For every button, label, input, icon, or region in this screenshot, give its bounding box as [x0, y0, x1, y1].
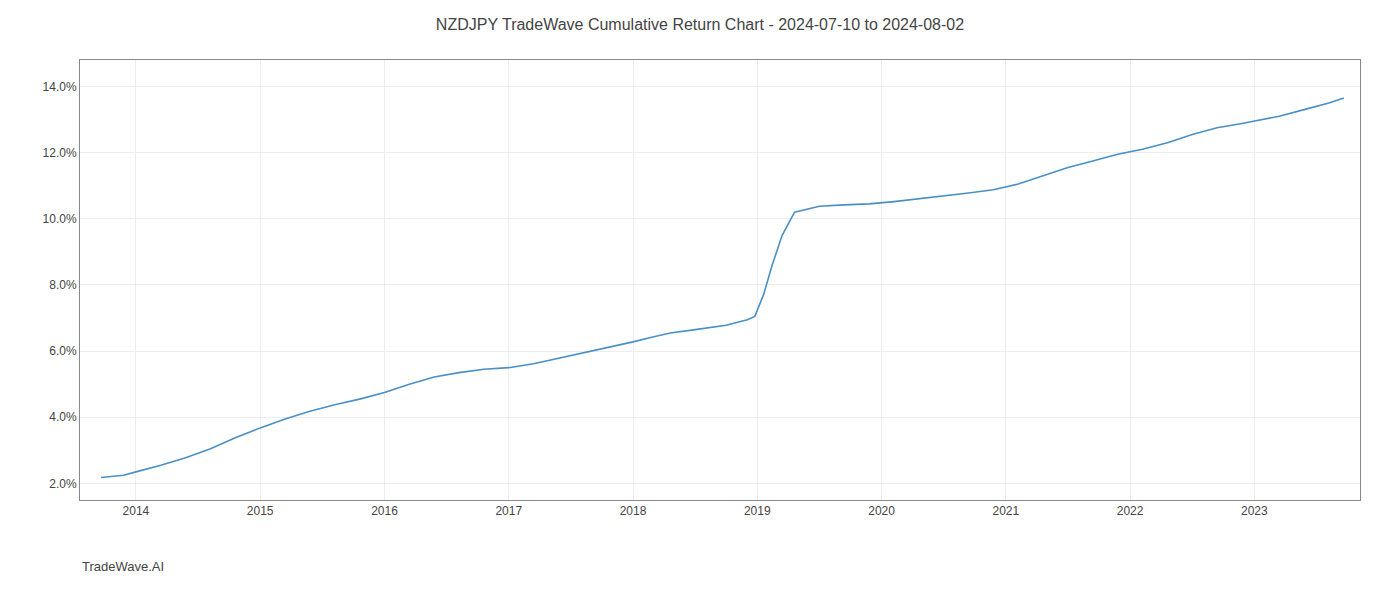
svg-text:2019: 2019 [744, 504, 771, 518]
svg-text:14.0%: 14.0% [43, 80, 77, 94]
svg-text:TradeWave.AI: TradeWave.AI [82, 559, 164, 574]
svg-text:2.0%: 2.0% [49, 477, 77, 491]
svg-text:2016: 2016 [371, 504, 398, 518]
svg-text:10.0%: 10.0% [43, 212, 77, 226]
svg-text:2023: 2023 [1241, 504, 1268, 518]
svg-text:2018: 2018 [620, 504, 647, 518]
svg-text:2022: 2022 [1117, 504, 1144, 518]
svg-text:2014: 2014 [123, 504, 150, 518]
svg-text:2015: 2015 [247, 504, 274, 518]
svg-text:8.0%: 8.0% [49, 278, 77, 292]
svg-text:NZDJPY TradeWave Cumulative Re: NZDJPY TradeWave Cumulative Return Chart… [436, 16, 964, 33]
svg-text:2020: 2020 [868, 504, 895, 518]
svg-text:2021: 2021 [992, 504, 1019, 518]
svg-text:2017: 2017 [495, 504, 522, 518]
svg-text:6.0%: 6.0% [49, 344, 77, 358]
svg-text:4.0%: 4.0% [49, 410, 77, 424]
svg-text:12.0%: 12.0% [43, 146, 77, 160]
